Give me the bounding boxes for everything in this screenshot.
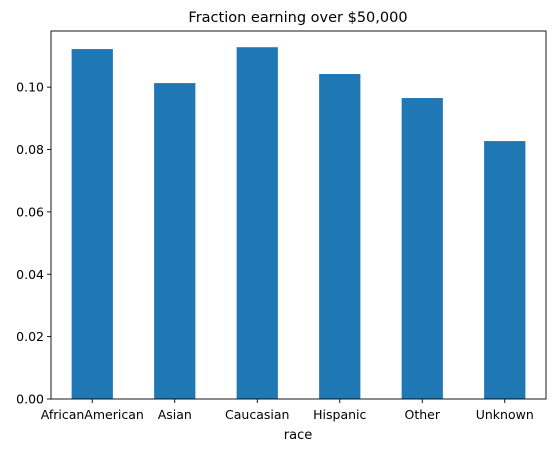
- bar-other: [401, 98, 443, 400]
- y-tick-label: 0.00: [16, 392, 44, 407]
- y-tick-label: 0.04: [16, 267, 44, 282]
- bars-group: [71, 47, 526, 400]
- y-tick-label: 0.06: [16, 204, 44, 219]
- x-tick-label: Asian: [158, 407, 192, 422]
- x-tick-label: Caucasian: [225, 407, 289, 422]
- bar-africanamerican: [71, 49, 113, 400]
- x-axis-ticks: AfricanAmerican Asian Caucasian Hispanic Oth…: [41, 399, 534, 422]
- y-tick-label: 0.10: [16, 80, 44, 95]
- x-tick-label: Hispanic: [313, 407, 366, 422]
- chart-title: Fraction earning over $50,000: [188, 10, 407, 26]
- bar-asian: [154, 83, 196, 399]
- y-tick-label: 0.08: [16, 142, 44, 157]
- x-axis-label: race: [284, 428, 312, 443]
- bar-hispanic: [319, 74, 361, 399]
- bar-unknown: [484, 141, 526, 399]
- y-axis-ticks: 0.00 0.02 0.04 0.06 0.08 0.10: [16, 80, 51, 407]
- x-tick-label: Unknown: [476, 407, 534, 422]
- y-tick-label: 0.02: [16, 329, 44, 344]
- plot-frame: [50, 30, 547, 400]
- x-tick-label: Other: [405, 407, 441, 422]
- bar-caucasian: [236, 47, 278, 399]
- x-tick-label: AfricanAmerican: [41, 407, 144, 422]
